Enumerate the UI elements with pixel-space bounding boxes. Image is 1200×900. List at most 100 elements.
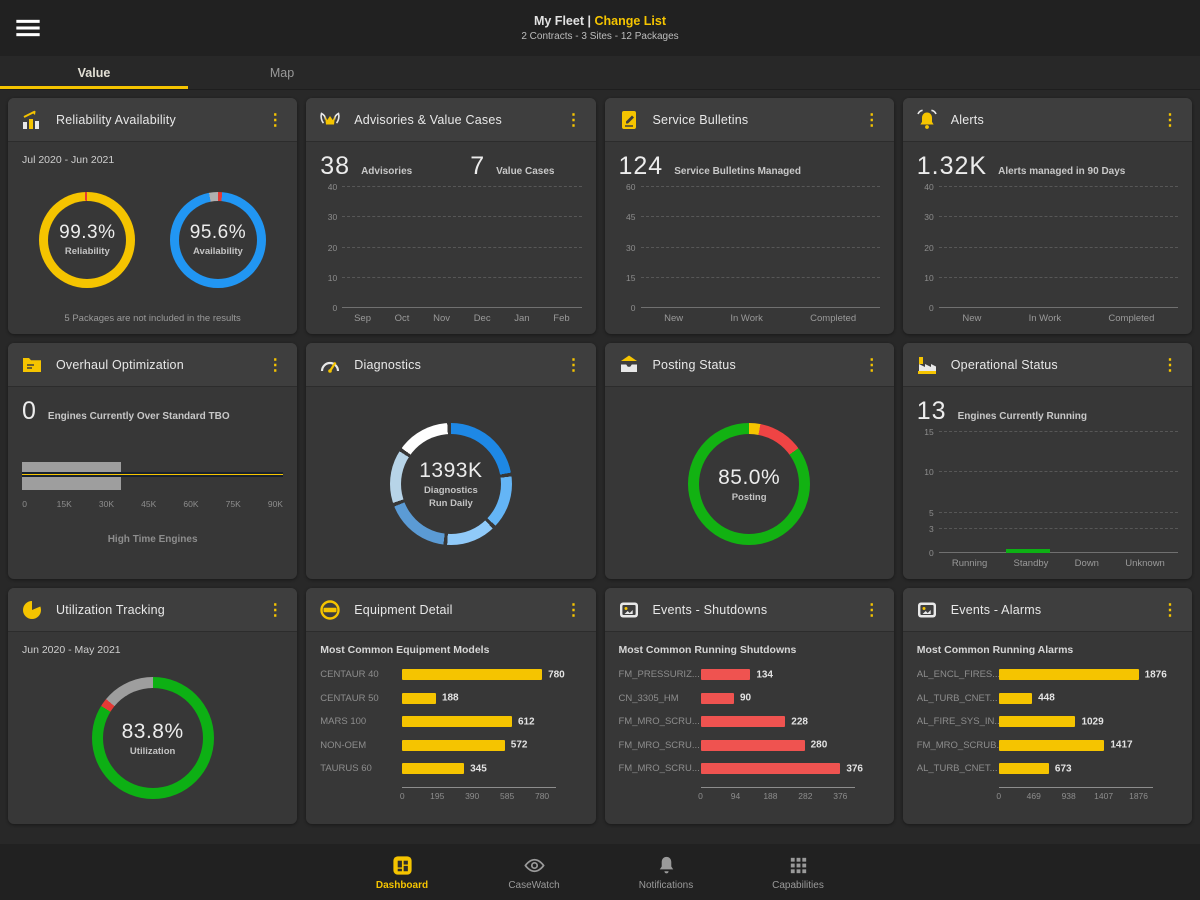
y-axis: 40 30 20 10 0 [917,182,939,313]
x-tick-label: 469 [1026,790,1041,801]
y-axis: 40 30 20 10 0 [320,182,342,313]
kebab-menu-icon[interactable]: ⋮ [565,601,582,619]
hbar [700,716,786,728]
card-body: 13 Engines Currently Running 15 10 5 3 0 Runnin… [903,387,1192,579]
hbar-row[interactable]: NON-OEM 572 [320,734,581,758]
x-axis-line [938,307,1178,308]
hbar-value: 1029 [1081,716,1104,728]
gridline [342,276,582,278]
plot [640,186,880,308]
card-events-alarms: Events - Alarms ⋮ Most Common Running Alar… [902,588,1192,824]
x-tick-label: Down [1074,558,1099,569]
hbar-row[interactable]: MARS 100 612 [320,710,581,734]
hbar-row[interactable]: TAURUS 60 345 [320,757,581,781]
kebab-menu-icon[interactable]: ⋮ [267,356,284,374]
kebab-menu-icon[interactable]: ⋮ [267,111,284,129]
nav-label: Notifications [638,879,694,891]
card-reliability-availability: Reliability Availability ⋮ Jul 2020 - Jun … [8,98,298,334]
hbar-row[interactable]: CENTAUR 50 188 [320,687,581,711]
hbar [998,739,1105,751]
card-body: 85.0% Posting [605,387,894,579]
fleet-title: My Fleet [533,14,584,28]
card-title: Diagnostics [354,357,422,372]
donut-center: 85.0% Posting [619,397,880,571]
grid-icon [787,854,810,877]
card-advisories-value-cases: Advisories & Value Cases ⋮ 38 Advisories 7 Va… [306,98,596,334]
pie-icon [20,598,44,622]
kebab-menu-icon[interactable]: ⋮ [565,111,582,129]
bar-standby[interactable] [1006,549,1051,553]
gridline [640,216,880,218]
x-tick-label: 938 [1061,790,1076,801]
bottom-navigation: Dashboard CaseWatch Notifications Capabilit… [0,844,1200,900]
hbar-row[interactable]: FM_MRO_SCRU... 376 [619,757,880,781]
hbar-label: MARS 100 [320,716,367,728]
dashboard-grid: Reliability Availability ⋮ Jul 2020 - Jun … [0,90,1200,844]
hbar-label: FM_PRESSURIZ... [618,669,700,681]
donut-chart: 99.3% Reliability [39,191,136,288]
change-list-link[interactable]: Change List [594,14,666,28]
hbar-row[interactable]: AL_FIRE_SYS_IN... 1029 [917,710,1178,734]
nav-item-capabilities[interactable]: Capabilities [755,854,841,891]
kebab-menu-icon[interactable]: ⋮ [863,356,880,374]
kebab-menu-icon[interactable]: ⋮ [1162,111,1178,129]
gridline [938,527,1178,529]
donut-center: 83.8% Utilization [22,660,283,816]
donut-value: 95.6% [189,222,247,243]
stats-row: 38 Advisories 7 Value Cases [320,152,581,181]
hbar-label: AL_ENCL_FIRES... [916,669,999,681]
hbar-row[interactable]: FM_MRO_SCRUB... 1417 [917,734,1178,758]
card-header: Service Bulletins ⋮ [604,98,894,142]
stats-row: 13 Engines Currently Running [917,397,1178,426]
kebab-menu-icon[interactable]: ⋮ [1162,601,1178,619]
hbar-row[interactable]: CENTAUR 40 780 [320,663,581,687]
stat: 7 Value Cases [470,152,554,181]
hbar-row[interactable]: AL_TURB_CNET... 448 [917,687,1178,711]
kebab-menu-icon[interactable]: ⋮ [267,601,284,619]
hbar-row[interactable]: FM_MRO_SCRU... 280 [619,734,880,758]
hbar-value: 345 [470,763,487,775]
plot-area: New In Work Completed [640,186,880,326]
card-body: Jul 2020 - Jun 2021 99.3% Reliability 95.6%… [8,142,297,334]
hbar-label: FM_MRO_SCRU... [618,716,700,728]
x-tick-label: 1876 [1129,790,1149,801]
gridline [938,216,1178,218]
nav-label: Dashboard [375,879,429,891]
donut-value: 85.0% [718,465,781,489]
x-tick-label: Oct [394,313,410,324]
hbar-axis: 0 94 188 282 376 [698,786,880,805]
tab-map[interactable]: Map [188,56,376,89]
hbar-row[interactable]: AL_ENCL_FIRES... 1876 [917,663,1178,687]
tab-label: Value [77,65,111,80]
tab-bar: Value Map [0,56,1200,90]
card-header: Events - Shutdowns ⋮ [604,588,894,632]
hbar-row[interactable]: AL_TURB_CNET... 673 [917,757,1178,781]
kebab-menu-icon[interactable]: ⋮ [863,601,880,619]
card-events-shutdowns: Events - Shutdowns ⋮ Most Common Running S… [604,588,894,824]
stat-label: Engines Currently Over Standard TBO [47,411,230,422]
donut-chart: 95.6% Availability [169,191,266,288]
nav-item-dashboard[interactable]: Dashboard [359,854,445,891]
hbar-value: 134 [756,669,773,681]
nav-item-notifications[interactable]: Notifications [623,854,709,891]
y-axis: 60 45 30 15 0 [619,182,641,313]
hbar-row[interactable]: CN_3305_HM 90 [619,687,880,711]
y-tick-label: 5 [929,507,934,518]
hbar-row[interactable]: FM_MRO_SCRU... 228 [619,710,880,734]
hbar [402,763,465,775]
kebab-menu-icon[interactable]: ⋮ [565,356,582,374]
y-tick-label: 0 [929,548,934,558]
kebab-menu-icon[interactable]: ⋮ [1162,356,1178,374]
card-title: Equipment Detail [354,602,453,617]
stat-value: 1.32K [916,152,988,180]
plot-area: New In Work Completed [938,186,1178,326]
tab-value[interactable]: Value [0,56,188,89]
x-tick-label: 1407 [1094,790,1114,801]
menu-icon[interactable] [14,14,42,42]
hbar-value: 572 [510,739,528,751]
y-tick-label: 40 [327,182,338,192]
kebab-menu-icon[interactable]: ⋮ [863,111,880,129]
hbar-row[interactable]: FM_PRESSURIZ... 134 [619,663,880,687]
nav-item-casewatch[interactable]: CaseWatch [491,854,577,891]
bell-icon [655,854,678,877]
